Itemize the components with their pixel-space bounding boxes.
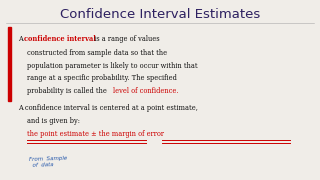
Text: population parameter is likely to occur within that: population parameter is likely to occur … <box>27 62 198 70</box>
Text: probability is called the: probability is called the <box>27 87 109 95</box>
Text: and is given by:: and is given by: <box>27 117 80 125</box>
Text: From  Sample
  of  data: From Sample of data <box>29 156 68 168</box>
Text: constructed from sample data so that the: constructed from sample data so that the <box>27 49 167 57</box>
Text: confidence interval: confidence interval <box>24 35 96 43</box>
Text: is a range of values: is a range of values <box>92 35 160 43</box>
Bar <box>8 27 11 101</box>
Text: level of confidence.: level of confidence. <box>114 87 179 95</box>
Text: A: A <box>18 35 24 43</box>
Text: A confidence interval is centered at a point estimate,: A confidence interval is centered at a p… <box>18 104 197 112</box>
Text: range at a specific probability. The specified: range at a specific probability. The spe… <box>27 74 177 82</box>
Text: Confidence Interval Estimates: Confidence Interval Estimates <box>60 8 260 21</box>
Text: the point estimate ± the margin of error: the point estimate ± the margin of error <box>27 130 164 138</box>
